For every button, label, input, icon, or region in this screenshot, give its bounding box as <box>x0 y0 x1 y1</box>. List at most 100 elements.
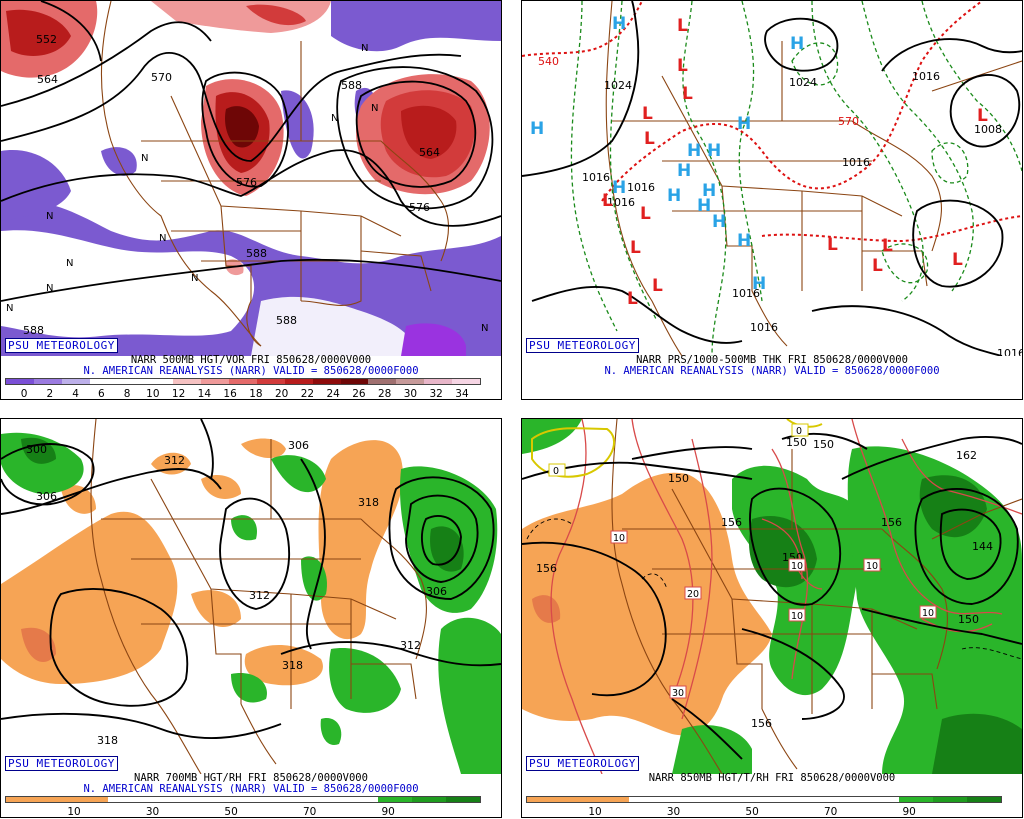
colorbar-tick-label: 12 <box>171 388 186 400</box>
psu-meteorology-badge: PSU METEOROLOGY <box>526 338 639 353</box>
colorbar-swatch <box>73 797 108 802</box>
colorbar-swatch <box>175 797 210 802</box>
moist-area <box>438 617 501 774</box>
contour-label: 1016 <box>607 196 635 209</box>
dry-area <box>522 472 772 736</box>
panel-title: NARR 850MB HGT/T/RH FRI 850628/0000V000 <box>648 772 896 784</box>
moist-area <box>932 713 1022 774</box>
colorbar-tick-label: 14 <box>197 388 212 400</box>
panel-850mb-temp-rh: 150 150 156 156 150 156 144 150 156 150 … <box>521 418 1023 818</box>
colorbar-tick-label: 50 <box>745 806 759 818</box>
colorbar-swatch <box>243 797 277 802</box>
moist-area <box>320 718 342 745</box>
colorbar-swatch <box>396 379 425 384</box>
panel-subtitle: N. AMERICAN REANALYSIS (NARR) VALID = 85… <box>83 365 419 377</box>
colorbar-swatch <box>6 797 40 802</box>
contour-label: 1024 <box>604 79 632 92</box>
dry-area <box>61 485 96 514</box>
contour-label: 588 <box>23 324 44 337</box>
colorbar-swatch <box>33 379 62 384</box>
colorbar-tick-label: 8 <box>123 388 131 400</box>
colorbar-swatch <box>696 797 731 802</box>
colorbar-swatch <box>256 379 285 384</box>
colorbar-ticks: 0 2 4 6 8 10 12 14 16 18 20 22 24 26 28 30 32 34 <box>5 388 481 400</box>
colorbar-swatch <box>276 797 311 802</box>
colorbar-tick-label: 4 <box>72 388 79 400</box>
svg-text:N: N <box>331 113 338 124</box>
contour-label: 318 <box>97 734 118 747</box>
colorbar <box>526 796 1002 803</box>
pressure-labels: 540 1016 1016 1016 1024 1024 1008 570 10… <box>538 55 1022 356</box>
pressure-map: 540 1016 1016 1016 1024 1024 1008 570 10… <box>522 1 1022 356</box>
borders <box>90 419 427 774</box>
height-contours <box>522 432 1022 760</box>
contour-label: 570 <box>151 71 172 84</box>
colorbar-tick-label: 6 <box>97 388 105 400</box>
panel-700mb-rh: 300 306 306 312 318 312 306 312 318 318 … <box>0 418 502 818</box>
low-markers: LLL LLL LLL LLL LL L <box>602 16 988 309</box>
svg-text:N: N <box>159 233 166 244</box>
panel-subtitle: N. AMERICAN REANALYSIS (NARR) VALID = 85… <box>604 365 940 377</box>
svg-text:H: H <box>677 161 691 181</box>
temp-label: 0 <box>553 466 559 477</box>
contour-label: 156 <box>721 516 742 529</box>
svg-text:L: L <box>677 16 688 36</box>
pos-vort-area <box>246 4 306 26</box>
temp-label: 10 <box>922 608 934 619</box>
svg-text:H: H <box>737 114 751 134</box>
contour-labels: 300 306 306 312 318 312 306 312 318 318 <box>26 439 447 747</box>
height-contours <box>1 1 501 302</box>
dry-area <box>201 474 241 499</box>
temp-label: 20 <box>687 589 699 600</box>
colorbar-tick-label: 10 <box>67 806 81 818</box>
contour-label: 150 <box>668 472 689 485</box>
svg-text:L: L <box>642 104 653 124</box>
contour-label: 570 <box>838 115 859 128</box>
contour-label: 1016 <box>997 347 1022 356</box>
colorbar-swatch <box>340 379 369 384</box>
temperature-contours <box>550 419 1022 774</box>
svg-text:L: L <box>882 236 893 256</box>
contour-label: 306 <box>426 585 447 598</box>
svg-text:H: H <box>737 231 751 251</box>
colorbar-tick-label: 30 <box>145 806 160 818</box>
contour-label: 576 <box>409 201 430 214</box>
colorbar-tick-label: 28 <box>377 388 392 400</box>
vorticity-map: 552 564 570 576 588 588 588 576 564 588 … <box>1 1 501 356</box>
colorbar-tick-label: 22 <box>300 388 315 400</box>
colorbar-swatch <box>284 379 313 384</box>
colorbar-swatch <box>229 379 257 384</box>
contour-label: 1008 <box>974 123 1002 136</box>
svg-text:N: N <box>66 258 73 269</box>
svg-text:N: N <box>6 303 13 314</box>
colorbar-swatch <box>141 797 176 802</box>
svg-text:H: H <box>612 178 626 198</box>
temp-label: 10 <box>866 561 878 572</box>
rh850-map: 150 150 156 156 150 156 144 150 156 150 … <box>522 419 1022 774</box>
colorbar-tick-label: 16 <box>223 388 237 400</box>
light-area <box>1 230 255 338</box>
colorbar-tick-label: 34 <box>455 388 469 400</box>
psu-meteorology-badge: PSU METEOROLOGY <box>5 338 118 353</box>
rh700-map: 300 306 306 312 318 312 306 312 318 318 <box>1 419 501 774</box>
contour-label: 312 <box>400 639 421 652</box>
pos-vort-area <box>401 105 457 159</box>
dry-area <box>244 644 323 686</box>
temp-labels: 0 0 10 10 20 10 10 10 30 <box>548 423 937 699</box>
svg-text:N: N <box>141 153 148 164</box>
colorbar-swatch <box>310 797 345 802</box>
temp-label: 0 <box>796 426 802 437</box>
neg-vort-area <box>1 150 71 221</box>
colorbar-swatch <box>39 797 74 802</box>
contour-label: 300 <box>26 443 47 456</box>
colorbar-ticks: 10 30 50 70 90 <box>526 806 1002 818</box>
contour-label: 318 <box>282 659 303 672</box>
colorbar-tick-label: 0 <box>20 388 28 400</box>
high-markers: HHH HH H HHH HHH HH <box>530 14 804 294</box>
colorbar-swatch <box>967 797 1002 802</box>
svg-text:L: L <box>627 289 638 309</box>
colorbar-swatch <box>662 797 697 802</box>
contour-label: 1016 <box>582 171 610 184</box>
panel-500mb-vorticity: 552 564 570 576 588 588 588 576 564 588 … <box>0 0 502 400</box>
neg-vort-area <box>331 1 501 52</box>
